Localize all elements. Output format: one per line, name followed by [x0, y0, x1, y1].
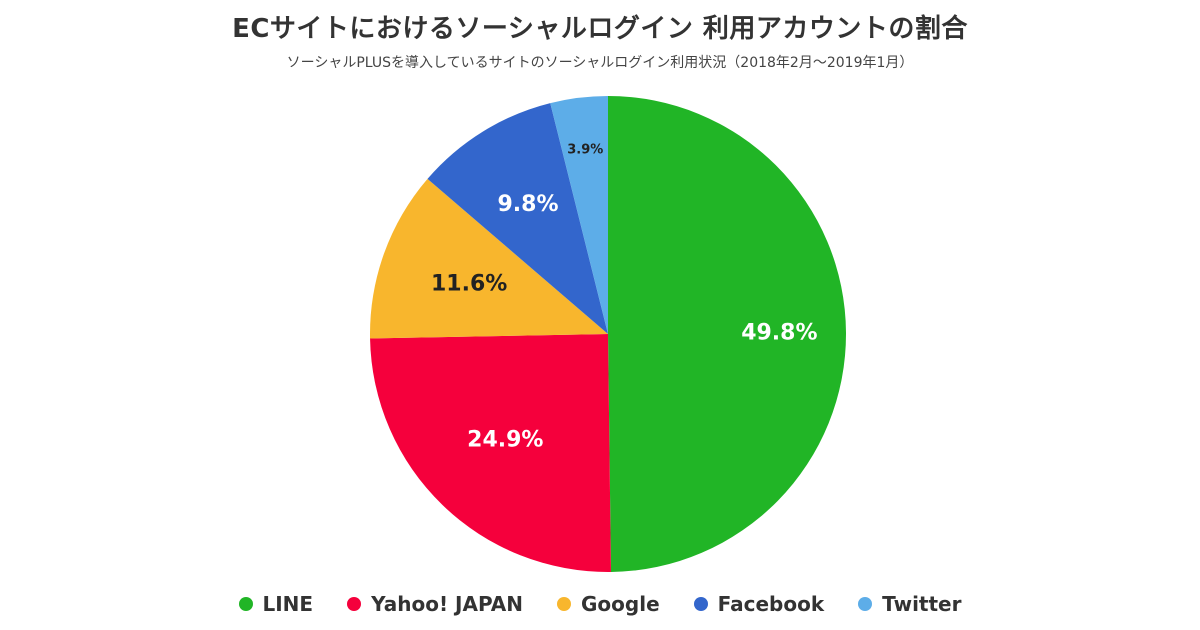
pie-slice-yahoo-japan — [370, 334, 611, 572]
legend-label-twitter: Twitter — [882, 592, 962, 616]
chart-title: ECサイトにおけるソーシャルログイン 利用アカウントの割合 — [232, 14, 968, 44]
legend-swatch-yahoo-japan — [347, 597, 362, 611]
pie-slice-line — [608, 95, 847, 572]
legend-item-twitter: Twitter — [858, 592, 961, 616]
legend-label-line: LINE — [262, 592, 314, 616]
legend-swatch-google — [557, 597, 571, 611]
pie-slice-google — [370, 178, 608, 339]
legend-swatch-facebook — [693, 597, 708, 611]
pie-label-line: 49.8% — [741, 320, 817, 345]
pie-slice-facebook — [427, 103, 608, 335]
legend-label-yahoo-japan: Yahoo! JAPAN — [371, 592, 523, 616]
legend-item-google: Google — [557, 592, 660, 616]
pie-label-twitter: 3.9% — [567, 142, 603, 157]
pie-labels: 49.8% 24.9% 11.6% 9.8% 3.9% — [431, 142, 818, 452]
pie-label-google: 11.6% — [431, 272, 507, 297]
chart-legend: LINE Yahoo! JAPAN Google Facebook Twitte… — [0, 592, 1200, 616]
legend-item-facebook: Facebook — [693, 592, 825, 616]
pie-slice-twitter — [550, 96, 608, 334]
legend-item-line: LINE — [238, 592, 314, 616]
legend-swatch-twitter — [858, 597, 873, 611]
pie-label-facebook: 9.8% — [497, 192, 558, 217]
legend-label-facebook: Facebook — [717, 592, 825, 616]
chart-subtitle: ソーシャルPLUSを導入しているサイトのソーシャルログイン利用状況（2018年2… — [286, 55, 914, 71]
legend-item-yahoo-japan: Yahoo! JAPAN — [347, 592, 523, 616]
pie-label-yahoo-japan: 24.9% — [467, 427, 543, 452]
legend-swatch-line — [238, 597, 253, 611]
legend-label-google: Google — [581, 592, 660, 616]
pie-slices — [370, 95, 847, 572]
